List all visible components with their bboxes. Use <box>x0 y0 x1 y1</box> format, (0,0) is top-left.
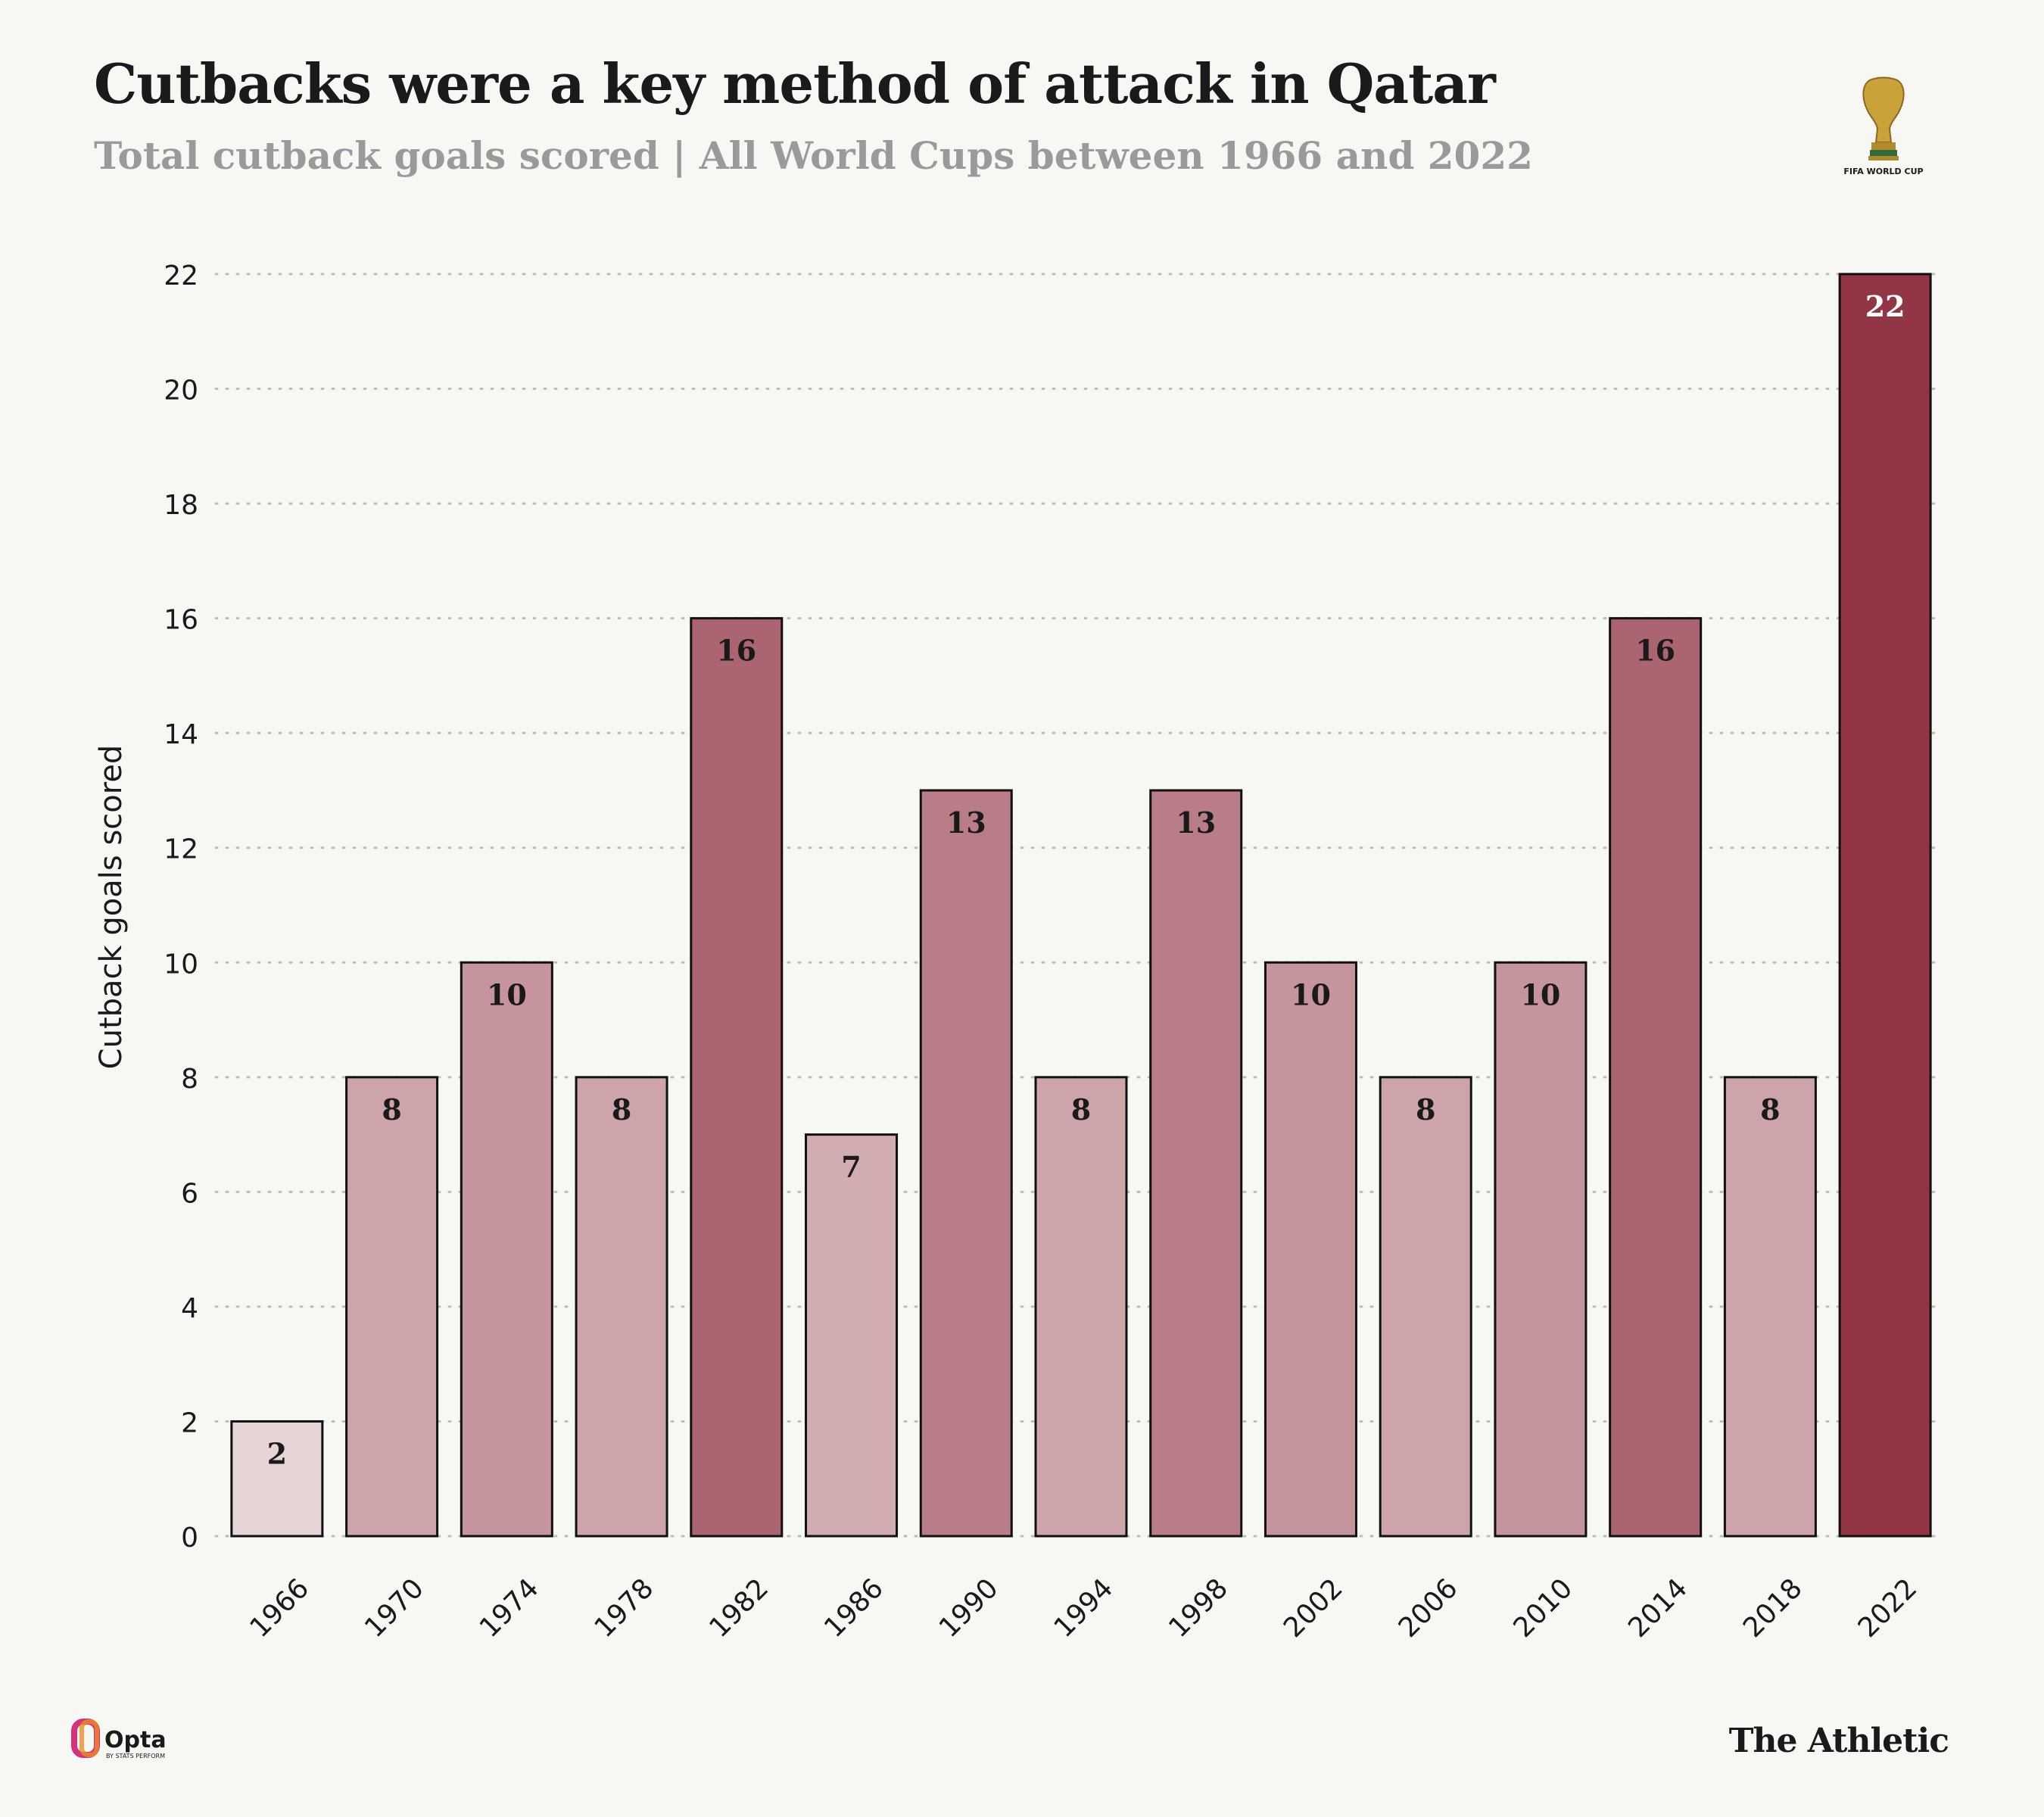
bar-2010 <box>1494 961 1588 1538</box>
x-tick-label: 1998 <box>1163 1572 1234 1644</box>
x-tick-label: 2014 <box>1622 1572 1693 1644</box>
bar-1974 <box>460 961 553 1538</box>
y-tick-label: 6 <box>181 1178 198 1209</box>
data-label: 8 <box>1760 1092 1780 1127</box>
chart-subtitle: Total cutback goals scored | All World C… <box>94 133 1533 178</box>
x-tick-label: 1970 <box>359 1572 430 1644</box>
x-tick-label: 1994 <box>1048 1572 1120 1644</box>
x-tick-label: 1986 <box>818 1572 890 1644</box>
bar-2018 <box>1723 1076 1817 1538</box>
data-label: 8 <box>612 1092 631 1127</box>
bar-1970 <box>345 1076 439 1538</box>
data-label: 10 <box>487 977 527 1011</box>
opta-sub: BY STATS PERFORM <box>106 1753 165 1759</box>
chart-title: Cutbacks were a key method of attack in … <box>94 51 1496 116</box>
x-tick-label: 1966 <box>244 1572 315 1644</box>
the-athletic-logo: The Athletic <box>1728 1722 1949 1760</box>
bar-2014 <box>1609 617 1703 1538</box>
y-tick-label: 4 <box>181 1293 198 1324</box>
x-tick-label: 1974 <box>474 1572 545 1644</box>
data-labels: 2 8 10 8 16 7 13 8 13 10 8 10 16 8 22 <box>267 289 1905 1470</box>
trophy-caption: FIFA WORLD CUP <box>1843 167 1923 176</box>
y-axis-ticks: 0 2 4 6 8 10 12 14 16 18 20 22 <box>164 260 198 1554</box>
x-tick-label: 2022 <box>1852 1572 1924 1644</box>
x-tick-label: 2018 <box>1737 1572 1809 1644</box>
y-tick-label: 12 <box>164 834 198 865</box>
data-label: 22 <box>1865 289 1905 323</box>
bar-1998 <box>1149 789 1243 1538</box>
data-label: 8 <box>1071 1092 1091 1127</box>
data-label: 16 <box>716 634 756 668</box>
bar-1990 <box>919 789 1013 1538</box>
x-tick-label: 2002 <box>1278 1572 1349 1644</box>
bar-2006 <box>1379 1076 1472 1538</box>
data-label: 10 <box>1291 977 1331 1011</box>
x-axis-ticks: 1966 1970 1974 1978 1982 1986 1990 1994 1998 2002… <box>244 1572 1923 1644</box>
data-label: 7 <box>841 1150 861 1184</box>
world-cup-trophy-icon: FIFA WORLD CUP <box>1843 76 1924 176</box>
bars <box>230 273 1932 1538</box>
y-tick-label: 2 <box>181 1407 198 1438</box>
bar-1982 <box>690 617 784 1538</box>
y-tick-label: 18 <box>164 490 198 521</box>
bar-1966 <box>230 1420 324 1538</box>
x-tick-label: 2010 <box>1508 1572 1579 1644</box>
x-tick-label: 1990 <box>933 1572 1005 1644</box>
data-label: 13 <box>1176 806 1216 840</box>
data-label: 2 <box>267 1436 287 1470</box>
y-tick-label: 0 <box>181 1522 198 1554</box>
opta-wordmark: Opta <box>104 1727 167 1753</box>
bar-1986 <box>805 1133 899 1538</box>
data-label: 8 <box>382 1092 401 1127</box>
y-axis-label: Cutback goals scored <box>94 745 129 1070</box>
bar-1994 <box>1034 1076 1128 1538</box>
bar-2002 <box>1263 961 1357 1538</box>
y-tick-label: 16 <box>164 605 198 636</box>
x-tick-label: 1978 <box>589 1572 660 1644</box>
data-label: 8 <box>1416 1092 1435 1127</box>
y-tick-label: 8 <box>181 1064 198 1095</box>
x-tick-label: 1982 <box>703 1572 774 1644</box>
data-label: 13 <box>946 806 986 840</box>
bar-1978 <box>575 1076 668 1538</box>
data-label: 10 <box>1520 977 1560 1011</box>
bar-2022 <box>1838 273 1932 1538</box>
y-tick-label: 14 <box>164 719 198 750</box>
y-tick-label: 22 <box>164 260 198 291</box>
y-tick-label: 20 <box>164 376 198 407</box>
opta-logo: Opta BY STATS PERFORM <box>71 1719 167 1759</box>
data-label: 16 <box>1635 634 1675 668</box>
x-tick-label: 2006 <box>1393 1572 1464 1644</box>
y-tick-label: 10 <box>164 949 198 980</box>
